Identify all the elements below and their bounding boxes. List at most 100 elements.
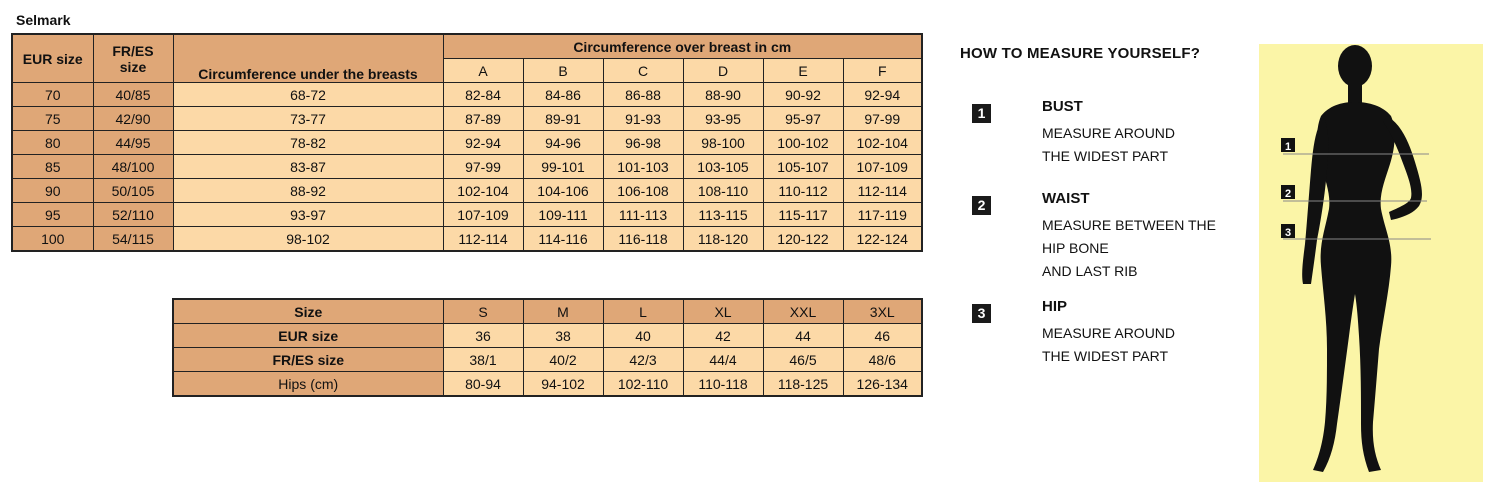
fres-size-cell: 42/90	[92, 106, 174, 131]
marker-3-icon	[1281, 224, 1295, 238]
over-breast-cell: 106-108	[602, 178, 684, 203]
row-label-cell: EUR size	[172, 323, 444, 348]
marker-2-label: 2	[1285, 188, 1291, 200]
size-value-cell: 94-102	[522, 371, 604, 397]
table-row: 100 54/115 98-102 112-114 114-116 116-118 118-…	[11, 226, 923, 252]
over-breast-cell: 97-99	[842, 106, 923, 131]
marker-1-label: 1	[1285, 141, 1291, 153]
over-breast-cell: 105-107	[762, 154, 844, 179]
row-label-cell: FR/ES size	[172, 347, 444, 372]
size-value-cell: 42	[682, 323, 764, 348]
size-value-cell: 126-134	[842, 371, 923, 397]
over-breast-cell: 92-94	[842, 82, 923, 107]
hip-size-table: Size S M L XL XXL 3XL EUR size 36 38 40 42 44 46 FR/ES…	[172, 298, 923, 397]
fres-size-cell: 50/105	[92, 178, 174, 203]
over-breast-cell: 94-96	[522, 130, 604, 155]
over-breast-cell: 95-97	[762, 106, 844, 131]
over-breast-cell: 98-100	[682, 130, 764, 155]
cup-header-e: E	[762, 58, 844, 83]
over-breast-cell: 90-92	[762, 82, 844, 107]
woman-silhouette-icon: 1 2 3	[1281, 45, 1431, 472]
over-breast-cell: 101-103	[602, 154, 684, 179]
under-breast-cell: 93-97	[172, 202, 444, 227]
over-breast-cell: 110-112	[762, 178, 844, 203]
step-number-2-icon: 2	[972, 196, 991, 215]
row-label-cell: Size	[172, 298, 444, 324]
over-breast-cell: 102-104	[842, 130, 923, 155]
table-row: 70 40/85 68-72 82-84 84-86 86-88 88-90 90-92 92-…	[11, 82, 923, 107]
over-breast-cell: 108-110	[682, 178, 764, 203]
over-breast-cell: 103-105	[682, 154, 764, 179]
cup-header-f: F	[842, 58, 923, 83]
step-title-bust: BUST	[1042, 98, 1083, 115]
over-breast-cell: 109-111	[522, 202, 604, 227]
size-value-cell: XXL	[762, 298, 844, 324]
bra-table-body: 70 40/85 68-72 82-84 84-86 86-88 88-90 90-92 92-…	[11, 82, 923, 252]
over-breast-cell: 93-95	[682, 106, 764, 131]
under-breast-cell: 88-92	[172, 178, 444, 203]
size-value-cell: S	[442, 298, 524, 324]
size-value-cell: M	[522, 298, 604, 324]
table-row: EUR size 36 38 40 42 44 46	[172, 323, 923, 348]
size-value-cell: 44/4	[682, 347, 764, 372]
size-value-cell: 42/3	[602, 347, 684, 372]
over-breast-cell: 116-118	[602, 226, 684, 252]
hip-table-body: Size S M L XL XXL 3XL EUR size 36 38 40 42 44 46 FR/ES…	[172, 298, 923, 397]
body-figure-panel: 1 2 3	[1259, 44, 1483, 482]
table-row: Hips (cm) 80-94 94-102 102-110 110-118 118-12…	[172, 371, 923, 397]
table-row: FR/ES size 38/1 40/2 42/3 44/4 46/5 48/6	[172, 347, 923, 372]
header-fres-line2: size	[119, 58, 147, 75]
over-breast-cell: 82-84	[442, 82, 524, 107]
under-breast-cell: 73-77	[172, 106, 444, 131]
eur-size-cell: 90	[11, 178, 94, 203]
under-breast-cell: 98-102	[172, 226, 444, 252]
bra-size-table: EUR size FR/ES size Circumference under …	[11, 33, 923, 252]
header-eur-size: EUR size	[11, 33, 94, 83]
size-value-cell: 46/5	[762, 347, 844, 372]
over-breast-cell: 86-88	[602, 82, 684, 107]
size-value-cell: 44	[762, 323, 844, 348]
over-breast-cell: 91-93	[602, 106, 684, 131]
table-row: 95 52/110 93-97 107-109 109-111 111-113 113-11…	[11, 202, 923, 227]
size-value-cell: 38/1	[442, 347, 524, 372]
step-number-1-icon: 1	[972, 104, 991, 123]
step-desc-waist: MEASURE BETWEEN THE HIP BONE AND LAST RI…	[1042, 214, 1216, 283]
eur-size-cell: 85	[11, 154, 94, 179]
over-breast-cell: 115-117	[762, 202, 844, 227]
step-desc-line: MEASURE AROUND	[1042, 125, 1176, 141]
step-number-3-icon: 3	[972, 304, 991, 323]
header-fres-size: FR/ES size	[92, 33, 174, 83]
step-desc-line: THE WIDEST PART	[1042, 148, 1169, 164]
step-desc-hip: MEASURE AROUND THE WIDEST PART	[1042, 322, 1175, 368]
table-row: 80 44/95 78-82 92-94 94-96 96-98 98-100 100-102…	[11, 130, 923, 155]
cup-header-b: B	[522, 58, 604, 83]
over-breast-cell: 88-90	[682, 82, 764, 107]
under-breast-cell: 68-72	[172, 82, 444, 107]
step-desc-line: THE WIDEST PART	[1042, 348, 1169, 364]
cup-header-a: A	[442, 58, 524, 83]
over-breast-cell: 107-109	[842, 154, 923, 179]
table-row: 75 42/90 73-77 87-89 89-91 91-93 93-95 95-97 97-…	[11, 106, 923, 131]
over-breast-cell: 96-98	[602, 130, 684, 155]
under-breast-cell: 83-87	[172, 154, 444, 179]
step-title-hip: HIP	[1042, 298, 1068, 315]
step-title-waist: WAIST	[1042, 190, 1090, 207]
eur-size-cell: 80	[11, 130, 94, 155]
over-breast-cell: 100-102	[762, 130, 844, 155]
size-value-cell: 110-118	[682, 371, 764, 397]
size-value-cell: 40/2	[522, 347, 604, 372]
marker-3-label: 3	[1285, 227, 1291, 239]
brand-title: Selmark	[16, 12, 71, 28]
header-over-breast: Circumference over breast in cm	[442, 33, 923, 59]
row-label-cell: Hips (cm)	[172, 371, 444, 397]
marker-1-icon	[1281, 138, 1295, 152]
size-value-cell: 48/6	[842, 347, 923, 372]
size-value-cell: L	[602, 298, 684, 324]
size-value-cell: 102-110	[602, 371, 684, 397]
step-desc-line: MEASURE AROUND	[1042, 325, 1176, 341]
over-breast-cell: 97-99	[442, 154, 524, 179]
fres-size-cell: 44/95	[92, 130, 174, 155]
step-desc-line: MEASURE BETWEEN THE	[1042, 217, 1216, 233]
table-row: 85 48/100 83-87 97-99 99-101 101-103 103-105 10…	[11, 154, 923, 179]
fres-size-cell: 40/85	[92, 82, 174, 107]
